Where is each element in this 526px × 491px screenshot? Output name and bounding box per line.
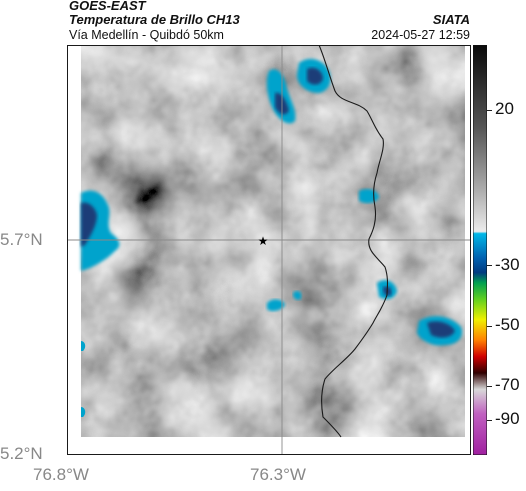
colorbar-tick-m70 [487, 386, 492, 387]
longitude-label-76-3: 76.3°W [250, 465, 306, 484]
latitude-label-5-2: 5.2°N [0, 444, 43, 463]
satellite-name: GOES-EAST [69, 0, 146, 13]
timestamp: 2024-05-27 12:59 [371, 28, 470, 42]
colorbar-label-m90: -90 [495, 409, 520, 428]
colorbar-label-m30: -30 [495, 255, 520, 274]
brightness-temperature-map: ★ [67, 45, 471, 455]
no-data-strip-right [465, 45, 471, 455]
cold-cloud-left-edge-2 [81, 407, 86, 417]
longitude-label-76-8: 76.8°W [33, 465, 89, 484]
cold-cloud-center-south [267, 299, 285, 312]
map-frame [67, 45, 471, 455]
colorbar-fill [472, 44, 488, 456]
cloud-texture [67, 45, 471, 437]
colorbar-tick-m90 [487, 420, 492, 421]
colorbar [472, 44, 488, 456]
cold-cloud-left-edge-1 [81, 341, 86, 351]
colorbar-label-m70: -70 [495, 375, 520, 394]
location-marker-star: ★ [258, 234, 269, 248]
deep-core-north-2 [307, 67, 323, 85]
product-title: Temperatura de Brillo CH13 [69, 12, 240, 27]
colorbar-label-20: 20 [495, 99, 514, 118]
colorbar-tick-m30 [487, 265, 492, 266]
department-boundary [318, 45, 389, 438]
no-data-strip-bottom [67, 437, 471, 455]
latitude-label-5-7: 5.7°N [0, 230, 43, 249]
satellite-image-panel: ★ [67, 45, 471, 455]
colorbar-tick-20 [487, 110, 492, 111]
cold-cloud-tops [81, 58, 463, 417]
no-data-strip-left [67, 45, 81, 455]
colorbar-label-m50: -50 [495, 315, 520, 334]
deep-core-southeast [427, 321, 455, 338]
colorbar-tick-m50 [487, 326, 492, 327]
colorbar-gradient [472, 44, 488, 456]
region-subtitle: Vía Medellín - Quibdó 50km [69, 28, 224, 42]
agency-name: SIATA [432, 12, 470, 27]
map-header: GOES-EAST Temperatura de Brillo CH13 Vía… [0, 0, 526, 46]
deep-core-west [81, 202, 97, 247]
cold-cloud-center-south-2 [293, 291, 302, 300]
